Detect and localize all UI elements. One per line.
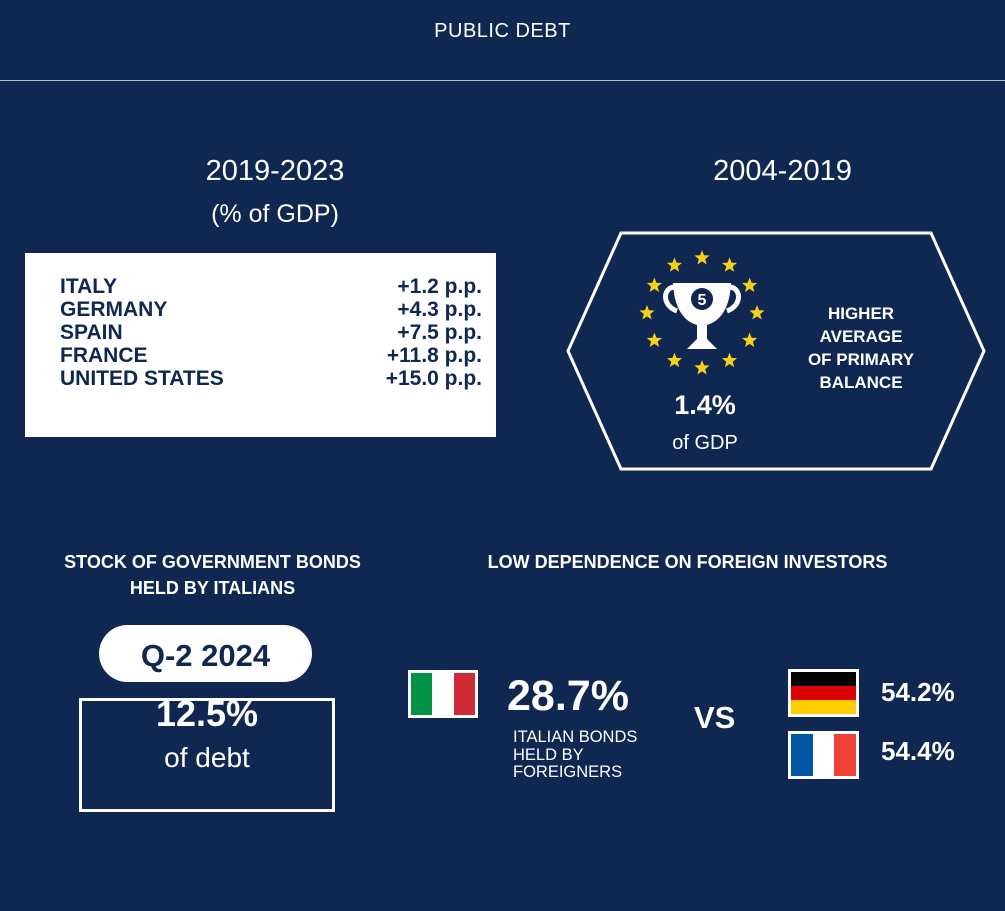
primary-balance-label: HIGHER AVERAGE OF PRIMARY BALANCE [790,302,932,394]
italy-flag-icon [408,670,478,718]
bond-stock-box [79,698,335,812]
debt-change-row: ITALY +1.2 p.p. [60,275,482,298]
star-icon [742,277,758,292]
france-foreign-share: 54.4% [881,736,955,766]
primary-balance-period: 2004-2019 [713,155,852,187]
star-icon [639,305,655,320]
trophy-with-eu-stars-icon: 5 [639,250,765,375]
debt-change-row: FRANCE +11.8 p.p. [60,344,482,367]
debt-change-country: FRANCE [60,344,148,367]
france-flag-icon [788,731,859,779]
debt-change-row: SPAIN +7.5 p.p. [60,321,482,344]
germany-flag-icon [788,669,859,717]
foreign-investors-title: LOW DEPENDENCE ON FOREIGN INVESTORS [487,552,888,572]
debt-change-country: GERMANY [60,298,168,321]
star-icon [721,257,738,272]
trophy-icon [663,283,741,349]
bond-stock-title-line: STOCK OF GOVERNMENT BONDS [64,552,361,572]
page-title: PUBLIC DEBT [434,20,571,42]
star-icon [666,352,683,368]
debt-change-value: +1.2 p.p. [397,275,482,298]
bond-stock-title: STOCK OF GOVERNMENT BONDS HELD BY ITALIA… [30,549,395,601]
primary-balance-value: 1.4% [674,390,736,420]
star-icon [694,360,710,375]
star-icon [694,250,710,265]
debt-change-period: 2019-2023 [205,155,345,187]
primary-balance-label-line: OF PRIMARY [807,350,915,369]
primary-balance-unit: of GDP [672,432,738,454]
debt-change-country: SPAIN [60,321,123,344]
italy-foreign-share: 28.7% [507,672,629,720]
debt-change-unit: (% of GDP) [211,200,339,228]
star-icon [721,352,738,368]
trophy-rank: 5 [698,292,707,309]
primary-balance-label-line: HIGHER [827,304,895,323]
debt-change-value: +15.0 p.p. [385,367,482,390]
star-icon [749,305,765,320]
debt-change-country: UNITED STATES [60,367,224,390]
italy-foreign-label-line: FOREIGNERS [513,763,623,781]
debt-change-value: +7.5 p.p. [397,321,482,344]
debt-change-value: +4.3 p.p. [397,298,482,321]
primary-balance-label-line: AVERAGE [819,327,903,346]
quarter-badge: Q-2 2024 [99,625,312,682]
debt-change-value: +11.8 p.p. [386,344,482,367]
star-icon [742,332,758,347]
debt-change-row: GERMANY +4.3 p.p. [60,298,482,321]
primary-balance-label-line: BALANCE [819,373,903,392]
italy-foreign-label-line: ITALIAN BONDS [513,728,638,746]
germany-foreign-share: 54.2% [881,677,955,707]
bond-stock-value: 12.5% [155,693,259,734]
debt-change-table: ITALY +1.2 p.p. GERMANY +4.3 p.p. SPAIN … [25,253,496,437]
versus-label: VS [694,700,736,735]
header-divider [0,80,1005,81]
eu-stars [639,250,765,375]
debt-change-country: ITALY [60,275,118,298]
star-icon [646,332,662,347]
hexagon-frame [566,231,986,471]
star-icon [666,257,683,272]
italy-foreign-label-line: HELD BY [513,745,584,764]
bond-stock-title-line: HELD BY ITALIANS [129,578,296,598]
bond-stock-unit: of debt [164,742,250,773]
italy-foreign-label: ITALIAN BONDS HELD BY FOREIGNERS [513,728,673,782]
star-icon [646,277,662,292]
debt-change-row: UNITED STATES +15.0 p.p. [60,367,482,390]
